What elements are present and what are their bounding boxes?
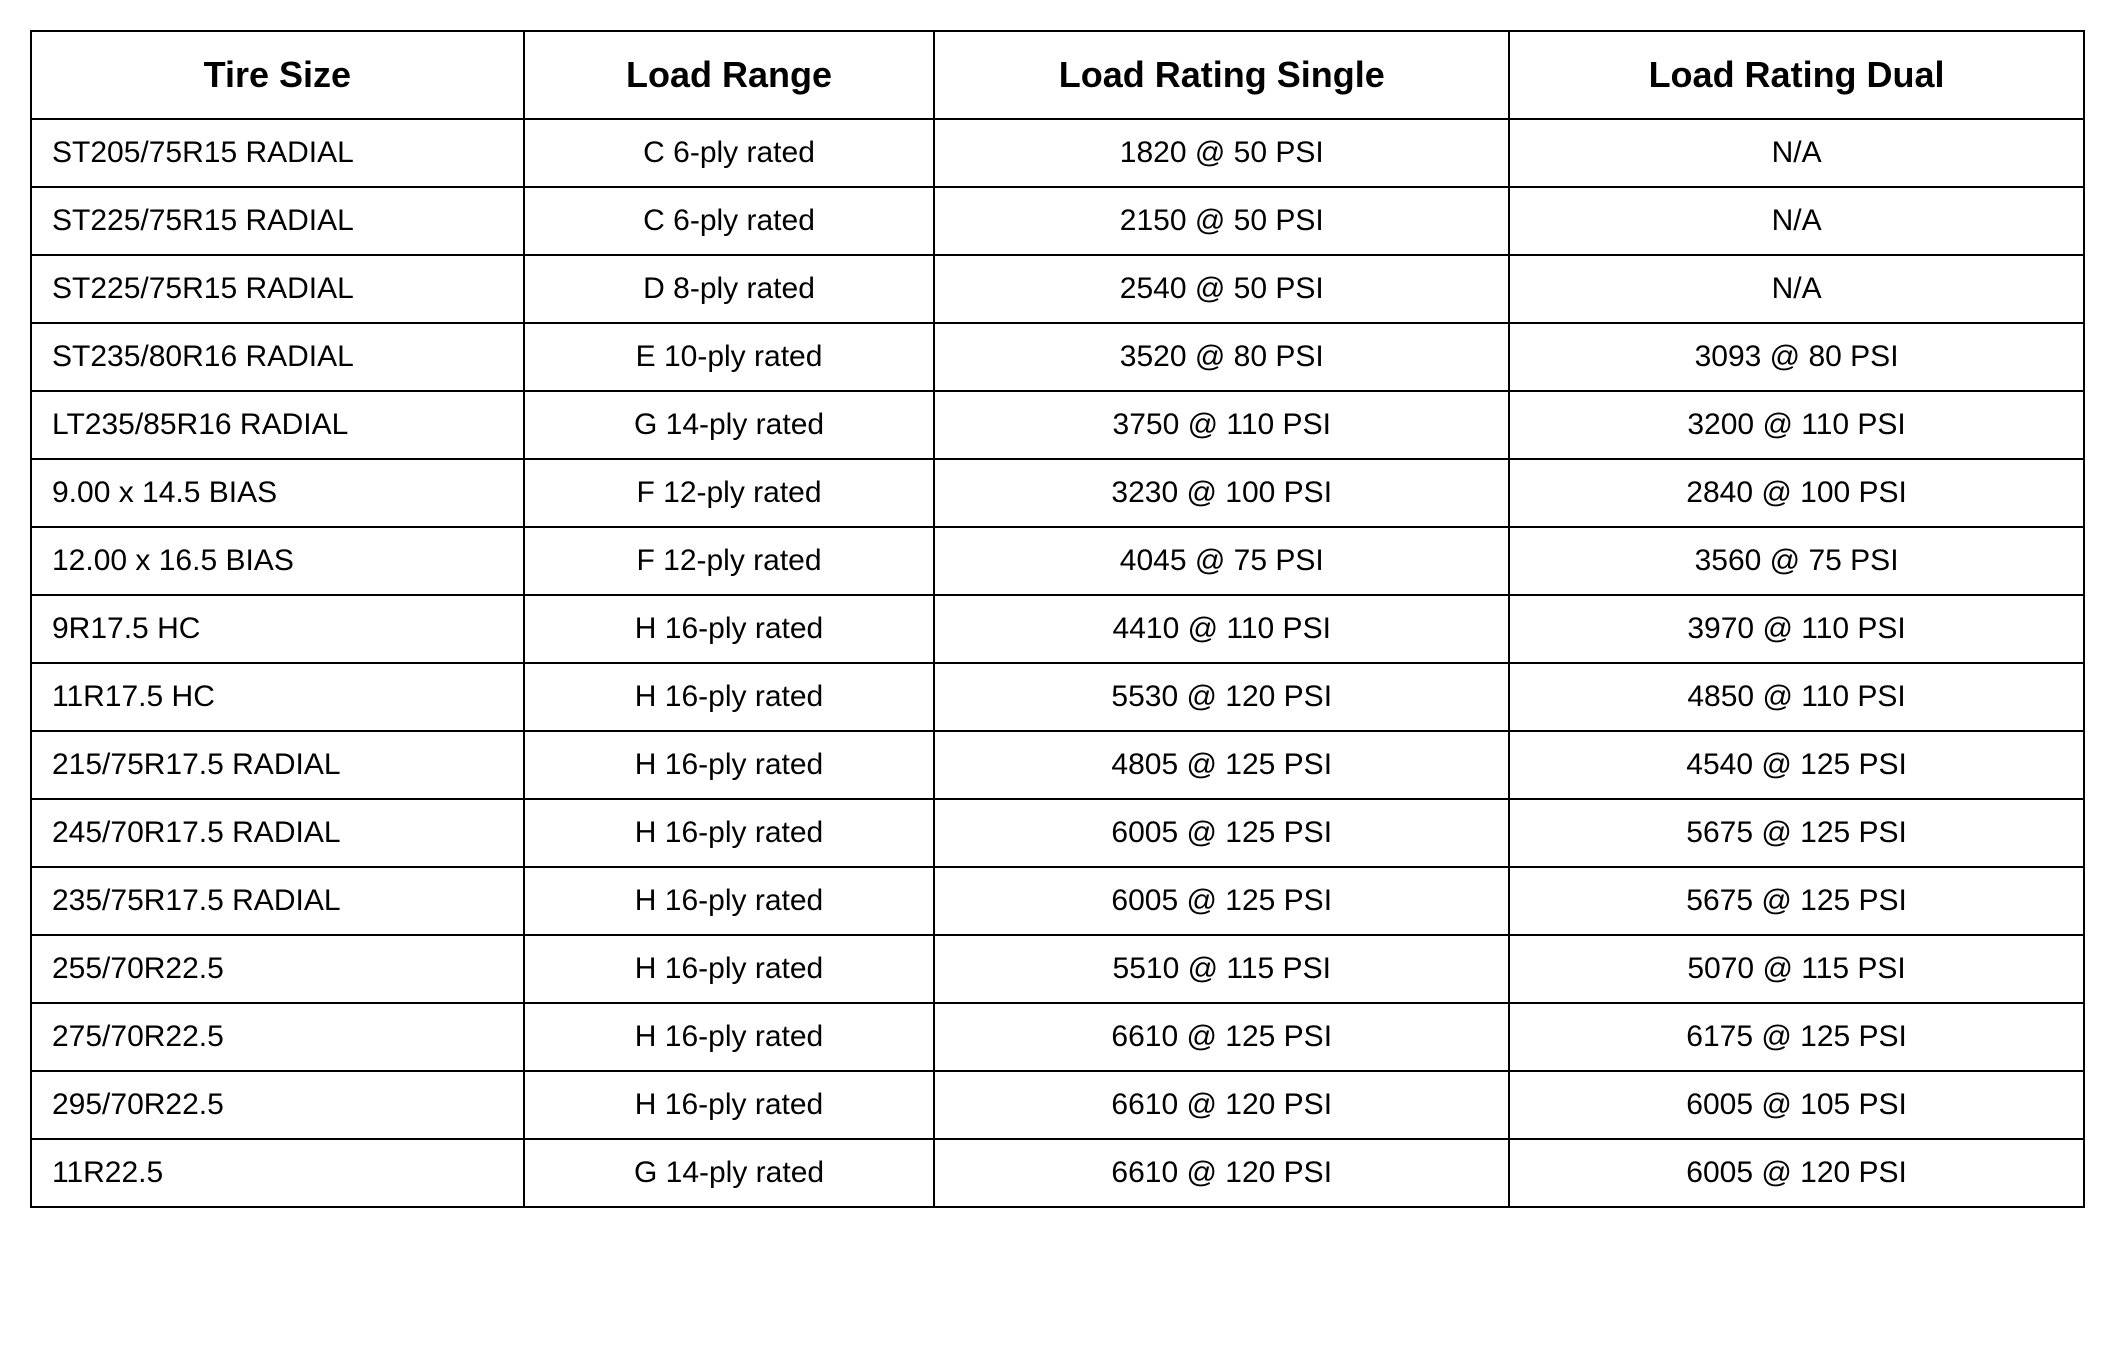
cell-tire-size: 12.00 x 16.5 BIAS — [31, 527, 524, 595]
cell-load-range: C 6-ply rated — [524, 119, 935, 187]
cell-load-range: G 14-ply rated — [524, 1139, 935, 1207]
cell-load-single: 6005 @ 125 PSI — [934, 799, 1509, 867]
table-row: 275/70R22.5 H 16-ply rated 6610 @ 125 PS… — [31, 1003, 2084, 1071]
cell-load-range: C 6-ply rated — [524, 187, 935, 255]
cell-load-single: 2150 @ 50 PSI — [934, 187, 1509, 255]
cell-load-range: D 8-ply rated — [524, 255, 935, 323]
cell-load-dual: 4540 @ 125 PSI — [1509, 731, 2084, 799]
table-row: ST225/75R15 RADIAL C 6-ply rated 2150 @ … — [31, 187, 2084, 255]
cell-tire-size: ST205/75R15 RADIAL — [31, 119, 524, 187]
col-header-tire-size: Tire Size — [31, 31, 524, 119]
cell-load-single: 3750 @ 110 PSI — [934, 391, 1509, 459]
tire-load-table: Tire Size Load Range Load Rating Single … — [30, 30, 2085, 1208]
cell-tire-size: 11R22.5 — [31, 1139, 524, 1207]
cell-load-single: 4410 @ 110 PSI — [934, 595, 1509, 663]
cell-load-single: 4805 @ 125 PSI — [934, 731, 1509, 799]
col-header-load-rating-single: Load Rating Single — [934, 31, 1509, 119]
col-header-load-rating-dual: Load Rating Dual — [1509, 31, 2084, 119]
cell-load-range: H 16-ply rated — [524, 663, 935, 731]
cell-load-single: 6610 @ 120 PSI — [934, 1139, 1509, 1207]
cell-load-dual: 3200 @ 110 PSI — [1509, 391, 2084, 459]
table-row: 295/70R22.5 H 16-ply rated 6610 @ 120 PS… — [31, 1071, 2084, 1139]
cell-load-range: H 16-ply rated — [524, 595, 935, 663]
cell-tire-size: 9.00 x 14.5 BIAS — [31, 459, 524, 527]
cell-load-dual: 6005 @ 120 PSI — [1509, 1139, 2084, 1207]
cell-load-range: G 14-ply rated — [524, 391, 935, 459]
cell-load-single: 5530 @ 120 PSI — [934, 663, 1509, 731]
cell-tire-size: 245/70R17.5 RADIAL — [31, 799, 524, 867]
cell-load-dual: 6175 @ 125 PSI — [1509, 1003, 2084, 1071]
cell-load-range: H 16-ply rated — [524, 867, 935, 935]
cell-tire-size: ST225/75R15 RADIAL — [31, 255, 524, 323]
table-row: 9R17.5 HC H 16-ply rated 4410 @ 110 PSI … — [31, 595, 2084, 663]
cell-load-range: H 16-ply rated — [524, 731, 935, 799]
cell-load-dual: 5070 @ 115 PSI — [1509, 935, 2084, 1003]
cell-tire-size: 235/75R17.5 RADIAL — [31, 867, 524, 935]
cell-tire-size: LT235/85R16 RADIAL — [31, 391, 524, 459]
table-row: 235/75R17.5 RADIAL H 16-ply rated 6005 @… — [31, 867, 2084, 935]
cell-load-dual: 4850 @ 110 PSI — [1509, 663, 2084, 731]
table-row: LT235/85R16 RADIAL G 14-ply rated 3750 @… — [31, 391, 2084, 459]
cell-load-dual: 3560 @ 75 PSI — [1509, 527, 2084, 595]
cell-load-range: H 16-ply rated — [524, 799, 935, 867]
cell-tire-size: 215/75R17.5 RADIAL — [31, 731, 524, 799]
cell-load-range: H 16-ply rated — [524, 1003, 935, 1071]
cell-tire-size: 255/70R22.5 — [31, 935, 524, 1003]
table-body: ST205/75R15 RADIAL C 6-ply rated 1820 @ … — [31, 119, 2084, 1207]
table-row: ST205/75R15 RADIAL C 6-ply rated 1820 @ … — [31, 119, 2084, 187]
cell-load-range: F 12-ply rated — [524, 527, 935, 595]
col-header-load-range: Load Range — [524, 31, 935, 119]
table-row: 215/75R17.5 RADIAL H 16-ply rated 4805 @… — [31, 731, 2084, 799]
table-row: ST235/80R16 RADIAL E 10-ply rated 3520 @… — [31, 323, 2084, 391]
cell-tire-size: 295/70R22.5 — [31, 1071, 524, 1139]
cell-load-dual: 6005 @ 105 PSI — [1509, 1071, 2084, 1139]
table-row: 12.00 x 16.5 BIAS F 12-ply rated 4045 @ … — [31, 527, 2084, 595]
cell-load-range: F 12-ply rated — [524, 459, 935, 527]
cell-tire-size: 11R17.5 HC — [31, 663, 524, 731]
cell-load-single: 1820 @ 50 PSI — [934, 119, 1509, 187]
cell-tire-size: 275/70R22.5 — [31, 1003, 524, 1071]
table-row: 245/70R17.5 RADIAL H 16-ply rated 6005 @… — [31, 799, 2084, 867]
cell-load-single: 6610 @ 120 PSI — [934, 1071, 1509, 1139]
cell-tire-size: ST225/75R15 RADIAL — [31, 187, 524, 255]
cell-load-single: 6005 @ 125 PSI — [934, 867, 1509, 935]
table-row: ST225/75R15 RADIAL D 8-ply rated 2540 @ … — [31, 255, 2084, 323]
table-header-row: Tire Size Load Range Load Rating Single … — [31, 31, 2084, 119]
cell-load-dual: 2840 @ 100 PSI — [1509, 459, 2084, 527]
cell-load-dual: N/A — [1509, 119, 2084, 187]
table-row: 11R22.5 G 14-ply rated 6610 @ 120 PSI 60… — [31, 1139, 2084, 1207]
cell-load-dual: 5675 @ 125 PSI — [1509, 799, 2084, 867]
table-row: 11R17.5 HC H 16-ply rated 5530 @ 120 PSI… — [31, 663, 2084, 731]
cell-load-dual: 3093 @ 80 PSI — [1509, 323, 2084, 391]
cell-load-single: 2540 @ 50 PSI — [934, 255, 1509, 323]
table-row: 255/70R22.5 H 16-ply rated 5510 @ 115 PS… — [31, 935, 2084, 1003]
cell-load-dual: 3970 @ 110 PSI — [1509, 595, 2084, 663]
cell-load-single: 4045 @ 75 PSI — [934, 527, 1509, 595]
cell-load-single: 3230 @ 100 PSI — [934, 459, 1509, 527]
cell-load-range: H 16-ply rated — [524, 1071, 935, 1139]
cell-tire-size: ST235/80R16 RADIAL — [31, 323, 524, 391]
cell-load-range: E 10-ply rated — [524, 323, 935, 391]
cell-tire-size: 9R17.5 HC — [31, 595, 524, 663]
cell-load-single: 5510 @ 115 PSI — [934, 935, 1509, 1003]
cell-load-dual: 5675 @ 125 PSI — [1509, 867, 2084, 935]
cell-load-single: 6610 @ 125 PSI — [934, 1003, 1509, 1071]
cell-load-dual: N/A — [1509, 255, 2084, 323]
cell-load-dual: N/A — [1509, 187, 2084, 255]
cell-load-single: 3520 @ 80 PSI — [934, 323, 1509, 391]
cell-load-range: H 16-ply rated — [524, 935, 935, 1003]
table-row: 9.00 x 14.5 BIAS F 12-ply rated 3230 @ 1… — [31, 459, 2084, 527]
